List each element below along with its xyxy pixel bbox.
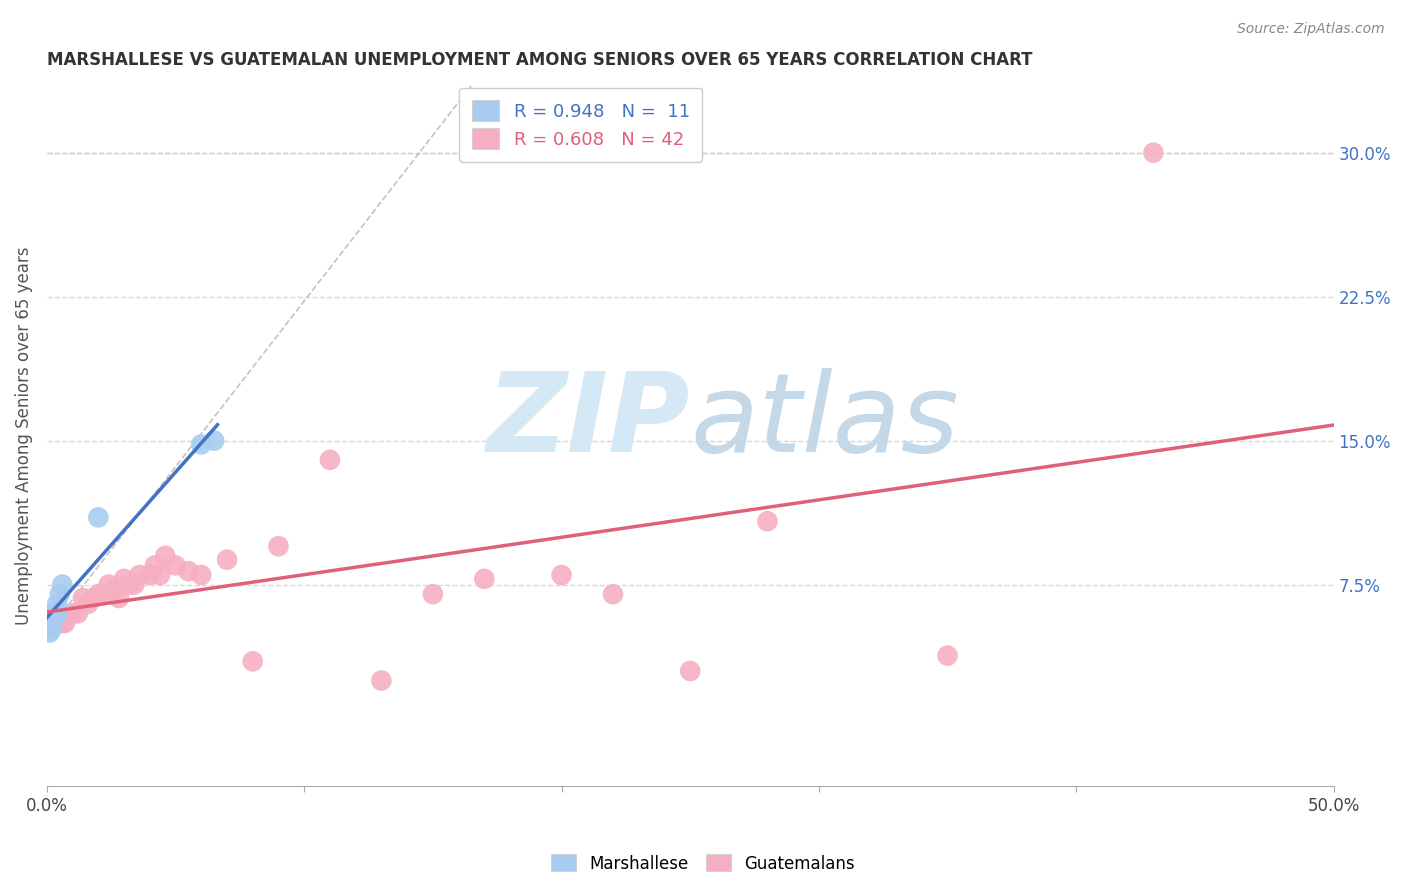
Point [87, 510, 110, 524]
Point [128, 568, 150, 582]
Point [319, 452, 342, 467]
Point [46, 607, 69, 621]
Point [82, 591, 104, 605]
Point [202, 434, 225, 448]
Point [53, 615, 76, 630]
Point [112, 572, 135, 586]
Point [756, 514, 779, 528]
Point [190, 437, 212, 451]
Point [51, 615, 73, 630]
Point [41, 622, 63, 636]
Text: Source: ZipAtlas.com: Source: ZipAtlas.com [1237, 22, 1385, 37]
Point [62, 607, 84, 621]
Point [108, 591, 131, 605]
Point [41, 607, 63, 621]
Point [77, 597, 100, 611]
Point [177, 564, 200, 578]
Legend: Marshallese, Guatemalans: Marshallese, Guatemalans [544, 847, 862, 880]
Point [149, 568, 172, 582]
Point [139, 568, 162, 582]
Point [124, 577, 146, 591]
Point [936, 648, 959, 663]
Point [242, 654, 264, 668]
Point [422, 587, 444, 601]
Point [165, 558, 187, 573]
Text: ZIP: ZIP [486, 368, 690, 475]
Point [44, 615, 66, 630]
Point [56, 610, 79, 624]
Y-axis label: Unemployment Among Seniors over 65 years: Unemployment Among Seniors over 65 years [15, 246, 32, 625]
Point [550, 568, 572, 582]
Legend: R = 0.948   N =  11, R = 0.608   N = 42: R = 0.948 N = 11, R = 0.608 N = 42 [460, 87, 703, 161]
Point [44, 610, 66, 624]
Point [267, 539, 290, 553]
Point [602, 587, 624, 601]
Point [46, 610, 69, 624]
Point [143, 558, 166, 573]
Point [118, 577, 141, 591]
Point [103, 583, 125, 598]
Point [155, 549, 177, 563]
Text: MARSHALLESE VS GUATEMALAN UNEMPLOYMENT AMONG SENIORS OVER 65 YEARS CORRELATION C: MARSHALLESE VS GUATEMALAN UNEMPLOYMENT A… [46, 51, 1032, 69]
Point [370, 673, 392, 688]
Point [38, 615, 60, 630]
Text: atlas: atlas [690, 368, 959, 475]
Point [472, 572, 495, 586]
Point [38, 625, 60, 640]
Point [49, 610, 72, 624]
Point [87, 587, 110, 601]
Point [97, 577, 120, 591]
Point [679, 664, 702, 678]
Point [72, 591, 94, 605]
Point [93, 587, 115, 601]
Point [51, 577, 73, 591]
Point [215, 552, 238, 566]
Point [1142, 145, 1164, 160]
Point [190, 568, 212, 582]
Point [66, 607, 89, 621]
Point [46, 597, 69, 611]
Point [44, 607, 66, 621]
Point [49, 587, 72, 601]
